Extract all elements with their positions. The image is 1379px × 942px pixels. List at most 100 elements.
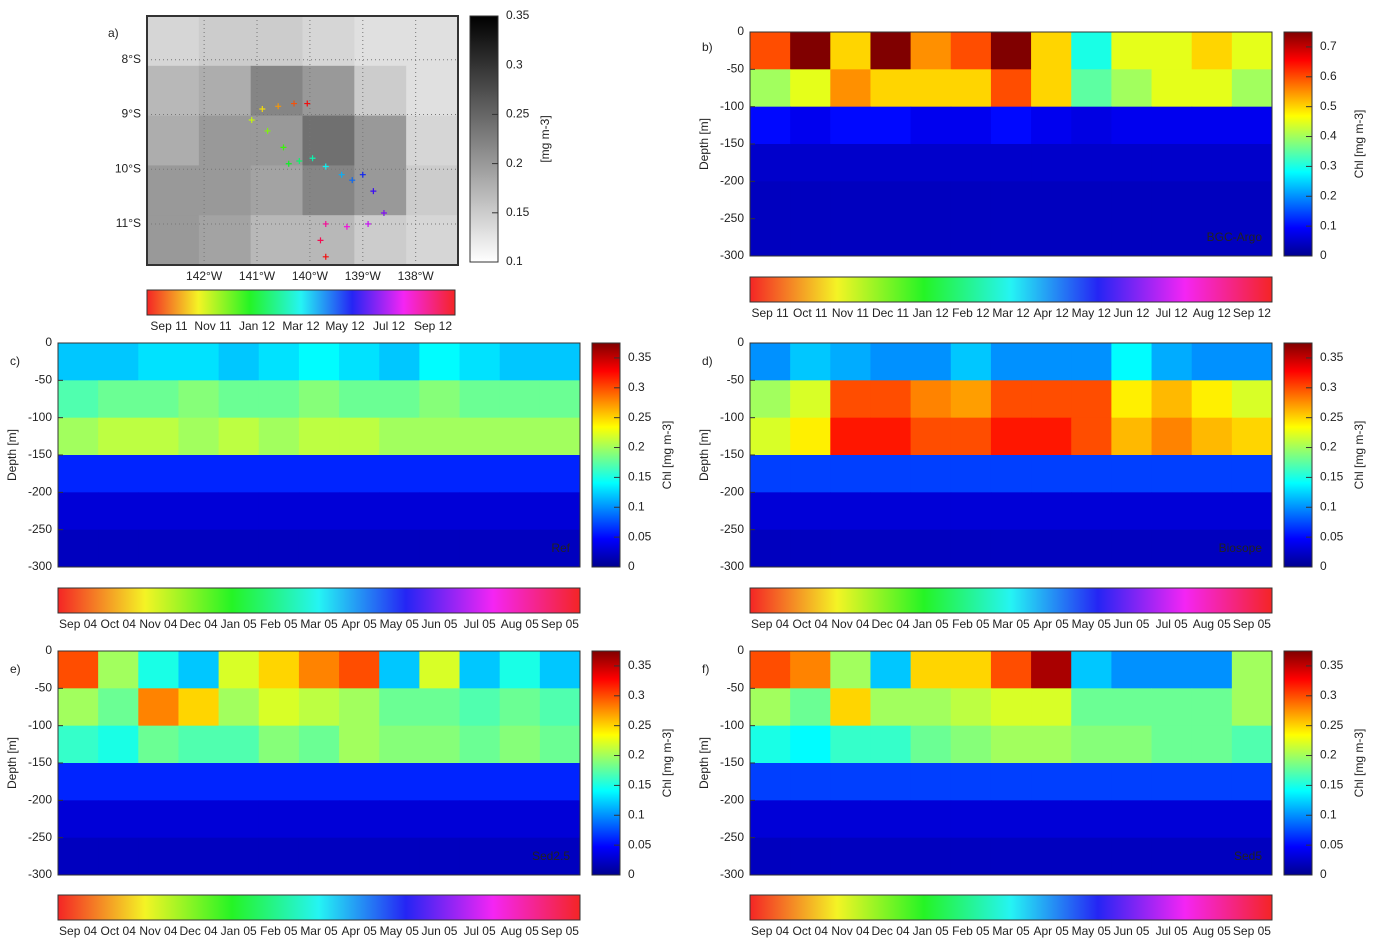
heat-cell — [58, 529, 99, 568]
heat-cell — [1151, 181, 1193, 220]
heat-cell — [910, 144, 952, 182]
heat-cell — [178, 688, 220, 727]
heat-cell — [1031, 455, 1072, 493]
colorbar-tick-label: 0.15 — [1320, 778, 1344, 792]
heat-cell — [1071, 69, 1112, 108]
heat-cell — [750, 688, 791, 727]
heat-cell — [830, 455, 871, 493]
heat-cell — [950, 380, 992, 419]
y-tick-label: 0 — [45, 643, 52, 657]
panel-label: b) — [702, 40, 713, 54]
field-cell — [302, 115, 355, 166]
time-label: Oct 11 — [793, 306, 828, 320]
heat-cell — [539, 492, 581, 531]
float-position — [317, 237, 324, 244]
heat-cell — [298, 763, 340, 801]
colorbar-tick-label: 0.25 — [1320, 410, 1344, 424]
colorbar-tick-label: 0.35 — [1320, 658, 1344, 672]
colorbar-tick-label: 0.35 — [506, 8, 530, 22]
y-tick-label: -300 — [720, 559, 744, 573]
heat-cell — [1151, 380, 1193, 419]
heat-cell — [1111, 218, 1153, 257]
x-tick-label: 139°W — [345, 269, 382, 283]
heat-cell — [990, 455, 1032, 493]
heat-cell — [1071, 455, 1112, 493]
y-tick-label: -250 — [720, 211, 744, 225]
heat-cell — [950, 32, 992, 70]
heat-cell — [990, 492, 1032, 531]
heat-cell — [258, 651, 300, 689]
heat-cell — [1031, 529, 1072, 568]
heat-cell — [258, 455, 300, 493]
heat-cell — [1031, 32, 1072, 70]
heat-cell — [499, 343, 541, 381]
time-label: Mar 12 — [282, 319, 320, 333]
heat-cell — [1191, 69, 1233, 108]
colorbar-tick-label: 0.2 — [506, 156, 523, 170]
heat-cell — [298, 529, 340, 568]
heat-cell — [539, 380, 581, 419]
heat-cell — [990, 181, 1032, 220]
heat-cell — [459, 800, 501, 839]
heat-cell — [459, 688, 501, 727]
heat-cell — [830, 69, 871, 108]
heat-cell — [1231, 144, 1273, 182]
heat-cell — [790, 492, 831, 531]
time-label: Oct 04 — [101, 924, 137, 938]
x-tick-label: 140°W — [292, 269, 329, 283]
heat-cell — [178, 455, 220, 493]
heat-cell — [339, 725, 380, 764]
colorbar-tick-label: 0.25 — [628, 410, 652, 424]
heat-cell — [298, 800, 340, 839]
heat-cell — [750, 725, 791, 764]
heat-cell — [1231, 529, 1273, 568]
field-cell — [406, 165, 459, 216]
heat-cell — [830, 725, 871, 764]
heat-cell — [1111, 529, 1153, 568]
heat-cell — [1191, 380, 1233, 419]
y-tick-label: -250 — [28, 522, 52, 536]
heat-cell — [1151, 800, 1193, 839]
heat-cell — [870, 837, 912, 876]
field-cell — [198, 115, 252, 166]
heat-cell — [950, 343, 992, 381]
heat-cell — [379, 455, 420, 493]
time-label: Nov 04 — [831, 617, 869, 631]
heat-cell — [1231, 380, 1273, 419]
heat-cell — [1231, 417, 1273, 456]
heat-cell — [98, 800, 139, 839]
heat-cell — [750, 763, 791, 801]
field-cell — [354, 65, 407, 117]
heat-cell — [258, 688, 300, 727]
heat-cell — [1111, 837, 1153, 876]
heat-cell — [499, 492, 541, 531]
heat-cell — [990, 800, 1032, 839]
float-position — [309, 155, 316, 162]
heat-cell — [950, 763, 992, 801]
heat-cell — [218, 380, 260, 419]
colorbar-tick-label: 0.35 — [1320, 350, 1344, 364]
time-label: Jan 12 — [913, 306, 949, 320]
y-tick-label: -200 — [28, 793, 52, 807]
heat-cell — [1191, 144, 1233, 182]
float-position — [365, 220, 372, 227]
heat-cell — [1111, 800, 1153, 839]
heat-cell — [379, 529, 420, 568]
heat-cell — [790, 218, 831, 257]
heat-cell — [1071, 837, 1112, 876]
heat-cell — [138, 417, 179, 456]
heat-cell — [790, 529, 831, 568]
y-tick-label: -150 — [28, 447, 52, 461]
heat-cell — [830, 837, 871, 876]
heat-cell — [419, 837, 461, 876]
time-label: Jan 05 — [913, 617, 949, 631]
heat-cell — [830, 32, 871, 70]
heat-cell — [218, 492, 260, 531]
field-cell — [250, 115, 303, 166]
heat-cell — [499, 417, 541, 456]
field-cell — [354, 16, 407, 67]
colorbar-tick-label: 0.15 — [506, 205, 530, 219]
heat-cell — [990, 725, 1032, 764]
heat-cell — [258, 343, 300, 381]
heat-cell — [750, 455, 791, 493]
